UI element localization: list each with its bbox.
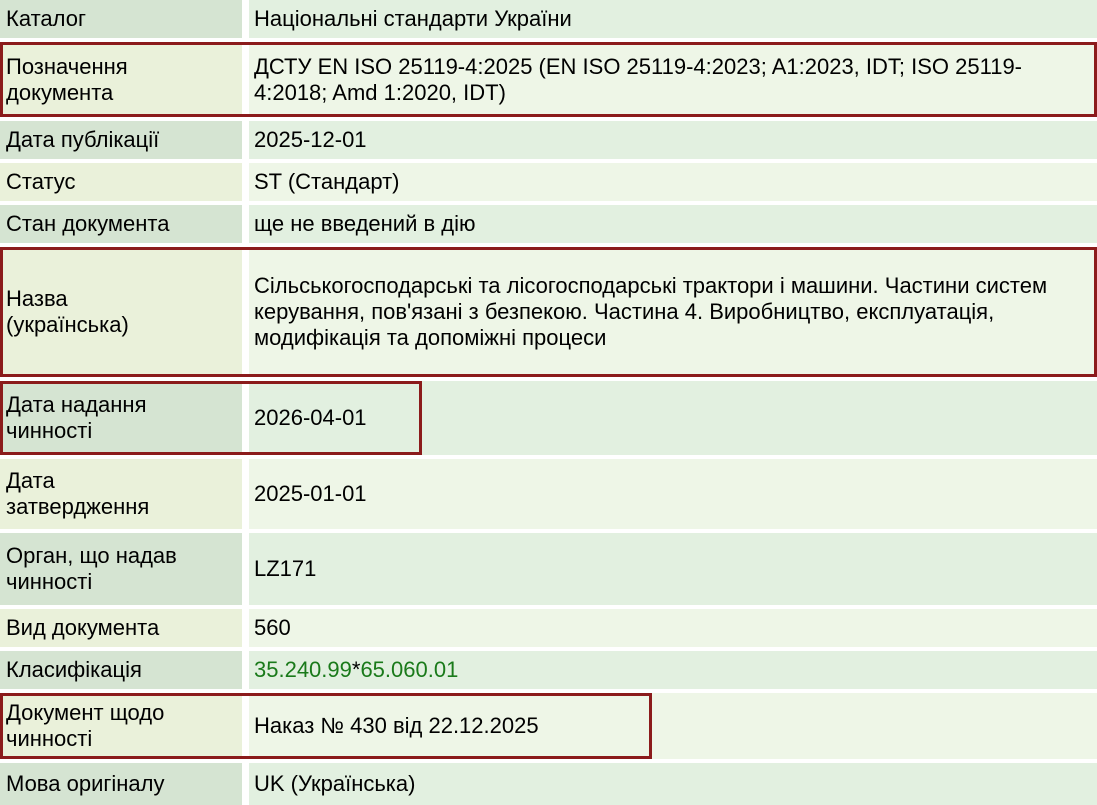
row-label: Дата затвердження [0, 459, 242, 529]
row-value: 35.240.99 * 65.060.01 [249, 651, 1097, 689]
table-row: Класифікація 35.240.99 * 65.060.01 [0, 651, 1097, 689]
row-label: Дата надання чинності [0, 381, 242, 455]
table-row: Документ щодо чинності Наказ № 430 від 22… [0, 693, 1097, 759]
classification-code-link[interactable]: 65.060.01 [360, 657, 459, 682]
row-value: 2025-01-01 [249, 459, 1097, 529]
table-row: Назва (українська) Сільськогосподарські т… [0, 247, 1097, 377]
row-label: Орган, що надав чинності [0, 533, 242, 605]
row-value: LZ171 [249, 533, 1097, 605]
row-value: UK (Українська) [249, 763, 1097, 805]
row-value: Національні стандарти України [249, 0, 1097, 38]
classification-separator: * [351, 657, 361, 682]
table-row: Орган, що надав чинності LZ171 [0, 533, 1097, 605]
row-label: Документ щодо чинності [0, 693, 242, 759]
table-row: Дата публікації 2025-12-01 [0, 121, 1097, 159]
row-value: Сільськогосподарські та лісогосподарські… [249, 247, 1097, 377]
row-value: 2026-04-01 [249, 381, 1097, 455]
row-label: Вид документа [0, 609, 242, 647]
table-row: Мова оригіналу UK (Українська) [0, 763, 1097, 805]
table-row: Вид документа 560 [0, 609, 1097, 647]
row-value: ДСТУ EN ISO 25119-4:2025 (EN ISO 25119-4… [249, 42, 1097, 117]
classification-code-link[interactable]: 35.240.99 [254, 657, 352, 682]
row-label: Позначення документа [0, 42, 242, 117]
table-row: Дата затвердження 2025-01-01 [0, 459, 1097, 529]
table-row: Статус ST (Стандарт) [0, 163, 1097, 201]
row-value: ST (Стандарт) [249, 163, 1097, 201]
row-label: Назва (українська) [0, 247, 242, 377]
row-label: Мова оригіналу [0, 763, 242, 805]
table-row: Дата надання чинності 2026-04-01 [0, 381, 1097, 455]
row-value: Наказ № 430 від 22.12.2025 [249, 693, 1097, 759]
row-label: Статус [0, 163, 242, 201]
row-value: 2025-12-01 [249, 121, 1097, 159]
row-label: Каталог [0, 0, 242, 38]
row-label: Дата публікації [0, 121, 242, 159]
table-row: Каталог Національні стандарти України [0, 0, 1097, 38]
table-row: Позначення документа ДСТУ EN ISO 25119-4:… [0, 42, 1097, 117]
row-value: ще не введений в дію [249, 205, 1097, 243]
row-value: 560 [249, 609, 1097, 647]
row-label: Стан документа [0, 205, 242, 243]
table-row: Стан документа ще не введений в дію [0, 205, 1097, 243]
row-label: Класифікація [0, 651, 242, 689]
